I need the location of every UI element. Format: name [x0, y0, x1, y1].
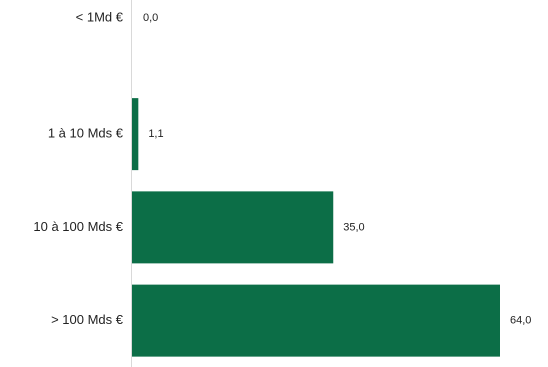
data-label: 35,0 — [343, 221, 364, 233]
bar — [132, 284, 500, 357]
category-label: 1 à 10 Mds € — [48, 126, 124, 141]
bar — [132, 98, 139, 171]
data-label: 0,0 — [143, 12, 158, 24]
bars-group: < 1Md € 0,0 1 à 10 Mds € 1,1 10 à 100 Mds € 3… — [33, 9, 531, 357]
bar — [132, 191, 334, 264]
category-label: 10 à 100 Mds € — [33, 219, 123, 234]
data-label: 64,0 — [510, 315, 531, 327]
category-label: > 100 Mds € — [51, 312, 124, 327]
category-label: < 1Md € — [76, 9, 124, 24]
data-label: 1,1 — [148, 128, 163, 140]
